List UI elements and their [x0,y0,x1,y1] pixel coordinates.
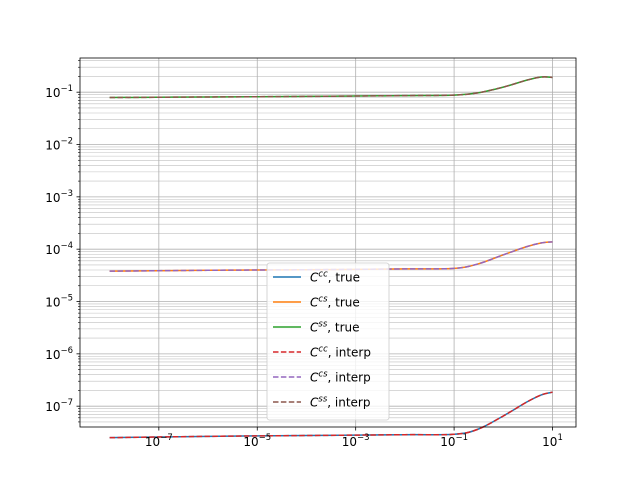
series-line-6 [109,76,553,99]
y-tick-label: 10−5 [45,294,73,310]
series-line-5 [109,241,553,272]
y-tick-label: 10−3 [45,189,73,205]
y-tick-label: 10−1 [45,84,73,100]
y-tick-label: 10−2 [45,137,73,153]
plot-frame [79,57,577,428]
x-tick-label: 101 [542,433,563,449]
y-tick-label: 10−7 [45,398,73,414]
legend-label-4: Ccc, interp [310,345,371,360]
y-tick-label: 10−4 [45,241,73,257]
x-tick-label: 10−5 [243,433,271,449]
legend-label-6: Css, interp [310,395,370,410]
y-tick-label: 10−6 [45,346,73,362]
legend-label-3: Css, true [310,320,360,335]
x-tick-label: 10−1 [440,433,468,449]
legend-label-2: Ccs, true [310,295,360,310]
x-tick-label: 10−7 [145,433,173,449]
legend-label-5: Ccs, interp [310,370,371,385]
series-line-4 [109,391,553,439]
legend: Ccc, true Ccs, true Css, true Ccc, interp Cc… [266,262,390,421]
legend-label-1: Ccc, true [310,270,360,285]
series-lines [109,76,553,439]
axis-ticks: 10−7 10−5 10−3 10−1 101 10−7 10−6 10−5 10−4 10−3 1… [45,60,563,449]
x-tick-label: 10−3 [342,433,370,449]
